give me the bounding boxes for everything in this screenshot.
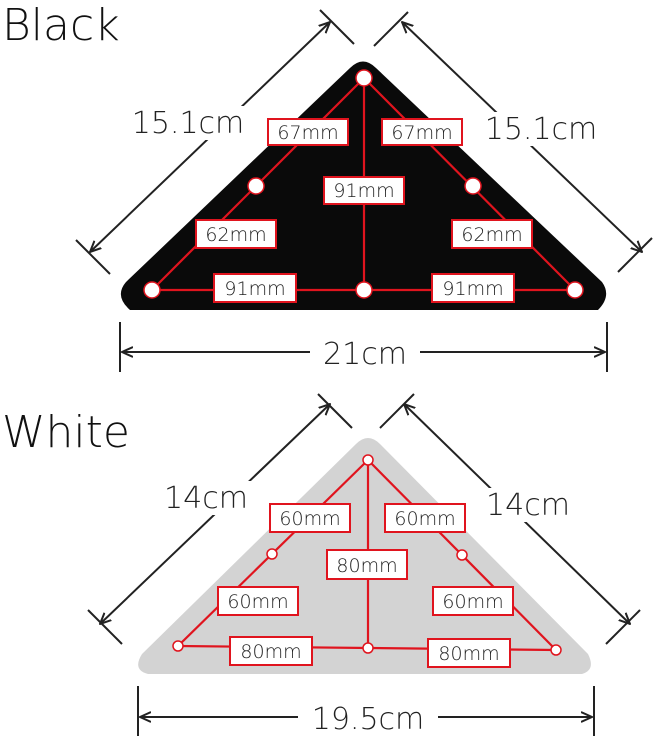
white-label-mid-left: 60mm xyxy=(227,591,288,613)
white-dim-text-bg xyxy=(162,481,574,522)
white-title: White xyxy=(2,407,130,458)
hole xyxy=(566,281,584,299)
black-left-side-dimension: 15.1cm xyxy=(132,106,245,141)
hole xyxy=(464,177,482,195)
black-label-center: 91mm xyxy=(333,180,394,202)
white-right-side-dimension: 14cm xyxy=(486,488,570,523)
black-label-top-right: 67mm xyxy=(391,122,452,144)
white-label-bottom-right: 80mm xyxy=(438,643,499,665)
black-label-top-left: 67mm xyxy=(277,122,338,144)
white-label-top-right: 60mm xyxy=(394,508,455,530)
black-label-bottom-left: 91mm xyxy=(224,278,285,300)
white-label-center: 80mm xyxy=(336,555,397,577)
hole xyxy=(456,549,468,561)
black-right-side-dimension: 15.1cm xyxy=(485,112,598,147)
hole xyxy=(247,177,265,195)
hole xyxy=(550,644,562,656)
black-dimension-lines xyxy=(75,9,653,372)
hole xyxy=(355,281,373,299)
white-base-dimension: 19.5cm xyxy=(312,702,425,737)
hole xyxy=(143,281,161,299)
white-left-side-dimension: 14cm xyxy=(164,481,248,516)
white-label-bottom-left: 80mm xyxy=(240,641,301,663)
black-label-mid-right: 62mm xyxy=(461,224,522,246)
white-label-top-left: 60mm xyxy=(279,508,340,530)
hole xyxy=(355,69,373,87)
hole xyxy=(362,642,374,654)
black-plate-group: Black 67mm 67mm 91mm xyxy=(2,0,653,372)
black-dim-text-bg xyxy=(126,106,602,146)
white-label-mid-right: 60mm xyxy=(442,591,503,613)
black-title: Black xyxy=(2,0,120,51)
white-plate-group: White 60mm 60mm 80mm xyxy=(2,393,641,737)
black-label-mid-left: 62mm xyxy=(205,224,266,246)
hole xyxy=(172,640,184,652)
black-label-bottom-right: 91mm xyxy=(442,278,503,300)
hole xyxy=(266,548,278,560)
black-base-dimension: 21cm xyxy=(323,337,407,372)
hole xyxy=(362,454,374,466)
